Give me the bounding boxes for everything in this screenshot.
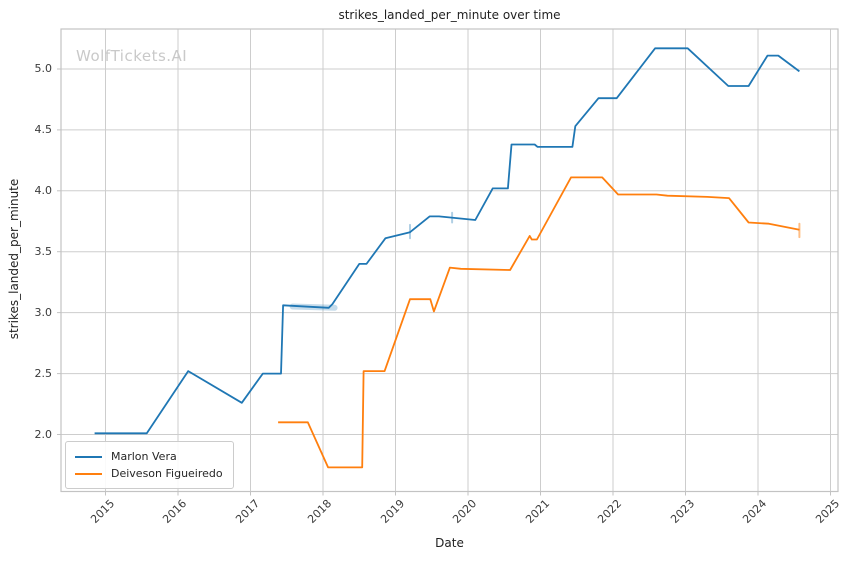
legend-line-swatch <box>75 472 102 475</box>
y-tick-label: 4.5 <box>34 122 53 136</box>
tick-marks <box>57 68 831 496</box>
x-axis-label: Date <box>435 536 464 550</box>
y-axis-label: strikes_landed_per_minute <box>7 178 21 340</box>
legend-item: Deiveson Figueiredo <box>75 465 223 482</box>
y-tick-label: 4.0 <box>34 183 53 197</box>
y-tick-label: 5.0 <box>34 62 53 75</box>
chart-title: strikes_landed_per_minute over time <box>338 8 561 22</box>
legend-label: Marlon Vera <box>111 450 177 463</box>
y-tick-label: 2.5 <box>34 366 53 380</box>
y-tick-label: 3.5 <box>34 244 53 258</box>
series-line-marlon-vera <box>94 47 800 435</box>
legend: Marlon Vera Deiveson Figueiredo <box>65 441 234 489</box>
legend-line-swatch <box>75 455 102 458</box>
watermark: WolfTickets.AI <box>76 47 188 65</box>
y-tick-label: 2.0 <box>34 427 53 441</box>
series-line-deiveson-figueiredo <box>278 176 800 469</box>
legend-label: Deiveson Figueiredo <box>111 467 223 480</box>
legend-item: Marlon Vera <box>75 448 223 465</box>
y-tick-label: 3.0 <box>34 305 53 319</box>
plot-spines <box>60 28 839 493</box>
gridlines <box>61 29 838 492</box>
